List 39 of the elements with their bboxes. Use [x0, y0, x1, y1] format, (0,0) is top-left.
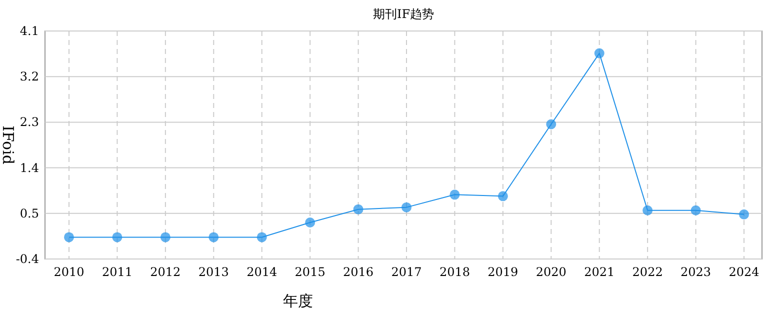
x-axis-title: 年度 [283, 292, 313, 310]
x-tick-label: 2018 [439, 265, 470, 279]
point [690, 205, 701, 216]
x-tick-label: 2022 [632, 265, 663, 279]
y-tick-label: 1.4 [20, 160, 40, 175]
x-tick-label: 2011 [102, 265, 132, 279]
y-axis-title: IFoid [0, 126, 17, 165]
point [305, 218, 316, 228]
x-tick-label: 2014 [246, 265, 278, 279]
point [402, 202, 412, 212]
x-tick-label: 2016 [343, 265, 374, 279]
point [546, 119, 556, 130]
point [160, 232, 170, 242]
x-tick-label: 2019 [488, 265, 518, 279]
y-tick-label: 0.5 [20, 206, 39, 220]
y-tick-label: 4.1 [20, 24, 39, 38]
point [353, 204, 364, 214]
point [642, 205, 653, 216]
point [739, 209, 749, 220]
point [450, 190, 460, 200]
point [594, 48, 604, 58]
point [64, 232, 74, 242]
x-tick-label: 2010 [54, 265, 84, 279]
x-tick-label: 2013 [198, 265, 229, 279]
x-tick-label: 2015 [294, 265, 326, 279]
point [256, 232, 267, 242]
point [208, 232, 219, 242]
y-tick-label: -0.4 [16, 252, 40, 266]
x-tick-label: 2017 [391, 265, 422, 279]
x-tick-label: 2024 [728, 265, 760, 279]
chart-title: 期刊IF趋势 [372, 7, 434, 21]
y-tick-label: 2.3 [20, 115, 39, 130]
x-tick-label: 2020 [536, 265, 566, 279]
x-tick-label: 2021 [584, 265, 615, 279]
y-tick-label: 3.2 [20, 70, 39, 84]
point [498, 191, 508, 202]
x-tick-label: 2012 [150, 265, 181, 279]
point [112, 232, 122, 242]
x-tick-label: 2023 [680, 265, 712, 279]
